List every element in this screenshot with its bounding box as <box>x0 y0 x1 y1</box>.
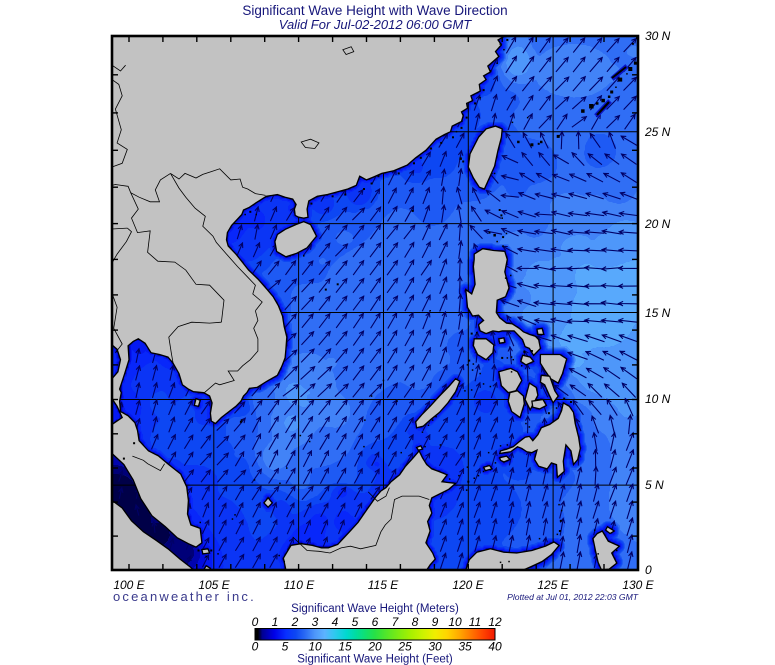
svg-text:20: 20 <box>367 640 382 654</box>
svg-text:125 E: 125 E <box>537 578 569 592</box>
svg-text:110 E: 110 E <box>284 578 315 592</box>
svg-text:115 E: 115 E <box>368 578 399 592</box>
svg-text:oceanweather inc.: oceanweather inc. <box>113 589 256 604</box>
svg-text:100 E: 100 E <box>113 578 145 592</box>
svg-text:1: 1 <box>272 615 279 629</box>
svg-text:7: 7 <box>392 615 400 629</box>
svg-text:30 N: 30 N <box>645 29 671 43</box>
svg-text:15: 15 <box>338 640 352 654</box>
svg-text:2: 2 <box>291 615 299 629</box>
svg-text:12: 12 <box>488 615 502 629</box>
svg-text:30: 30 <box>428 640 442 654</box>
svg-text:Valid For Jul-02-2012 06:00 GM: Valid For Jul-02-2012 06:00 GMT <box>279 17 473 32</box>
svg-text:Significant Wave Height (Meter: Significant Wave Height (Meters) <box>291 603 459 615</box>
svg-text:35: 35 <box>458 640 472 654</box>
svg-text:15 N: 15 N <box>645 306 671 320</box>
svg-text:0: 0 <box>645 563 652 577</box>
svg-text:25 N: 25 N <box>644 125 671 139</box>
svg-text:9: 9 <box>432 615 439 629</box>
svg-text:25: 25 <box>397 640 412 654</box>
svg-text:Significant Wave Height with W: Significant Wave Height with Wave Direct… <box>242 3 507 18</box>
svg-text:0: 0 <box>252 615 259 629</box>
svg-text:4: 4 <box>332 615 339 629</box>
svg-text:Significant Wave Height (Feet): Significant Wave Height (Feet) <box>297 654 453 665</box>
svg-text:6: 6 <box>372 615 379 629</box>
svg-text:130 E: 130 E <box>622 578 654 592</box>
svg-text:10: 10 <box>308 640 322 654</box>
svg-text:20 N: 20 N <box>644 217 671 231</box>
svg-text:3: 3 <box>312 615 319 629</box>
svg-text:5 N: 5 N <box>645 478 664 492</box>
svg-text:5: 5 <box>282 640 289 654</box>
svg-text:40: 40 <box>488 640 502 654</box>
svg-text:0: 0 <box>252 640 259 654</box>
svg-text:5: 5 <box>352 615 359 629</box>
svg-text:11: 11 <box>469 615 481 629</box>
svg-text:10: 10 <box>448 615 462 629</box>
svg-text:120 E: 120 E <box>452 578 484 592</box>
svg-text:Plotted at Jul 01, 2012 22:03: Plotted at Jul 01, 2012 22:03 GMT <box>507 592 639 602</box>
svg-text:10 N: 10 N <box>645 392 671 406</box>
svg-text:105 E: 105 E <box>198 578 230 592</box>
svg-text:8: 8 <box>412 615 419 629</box>
